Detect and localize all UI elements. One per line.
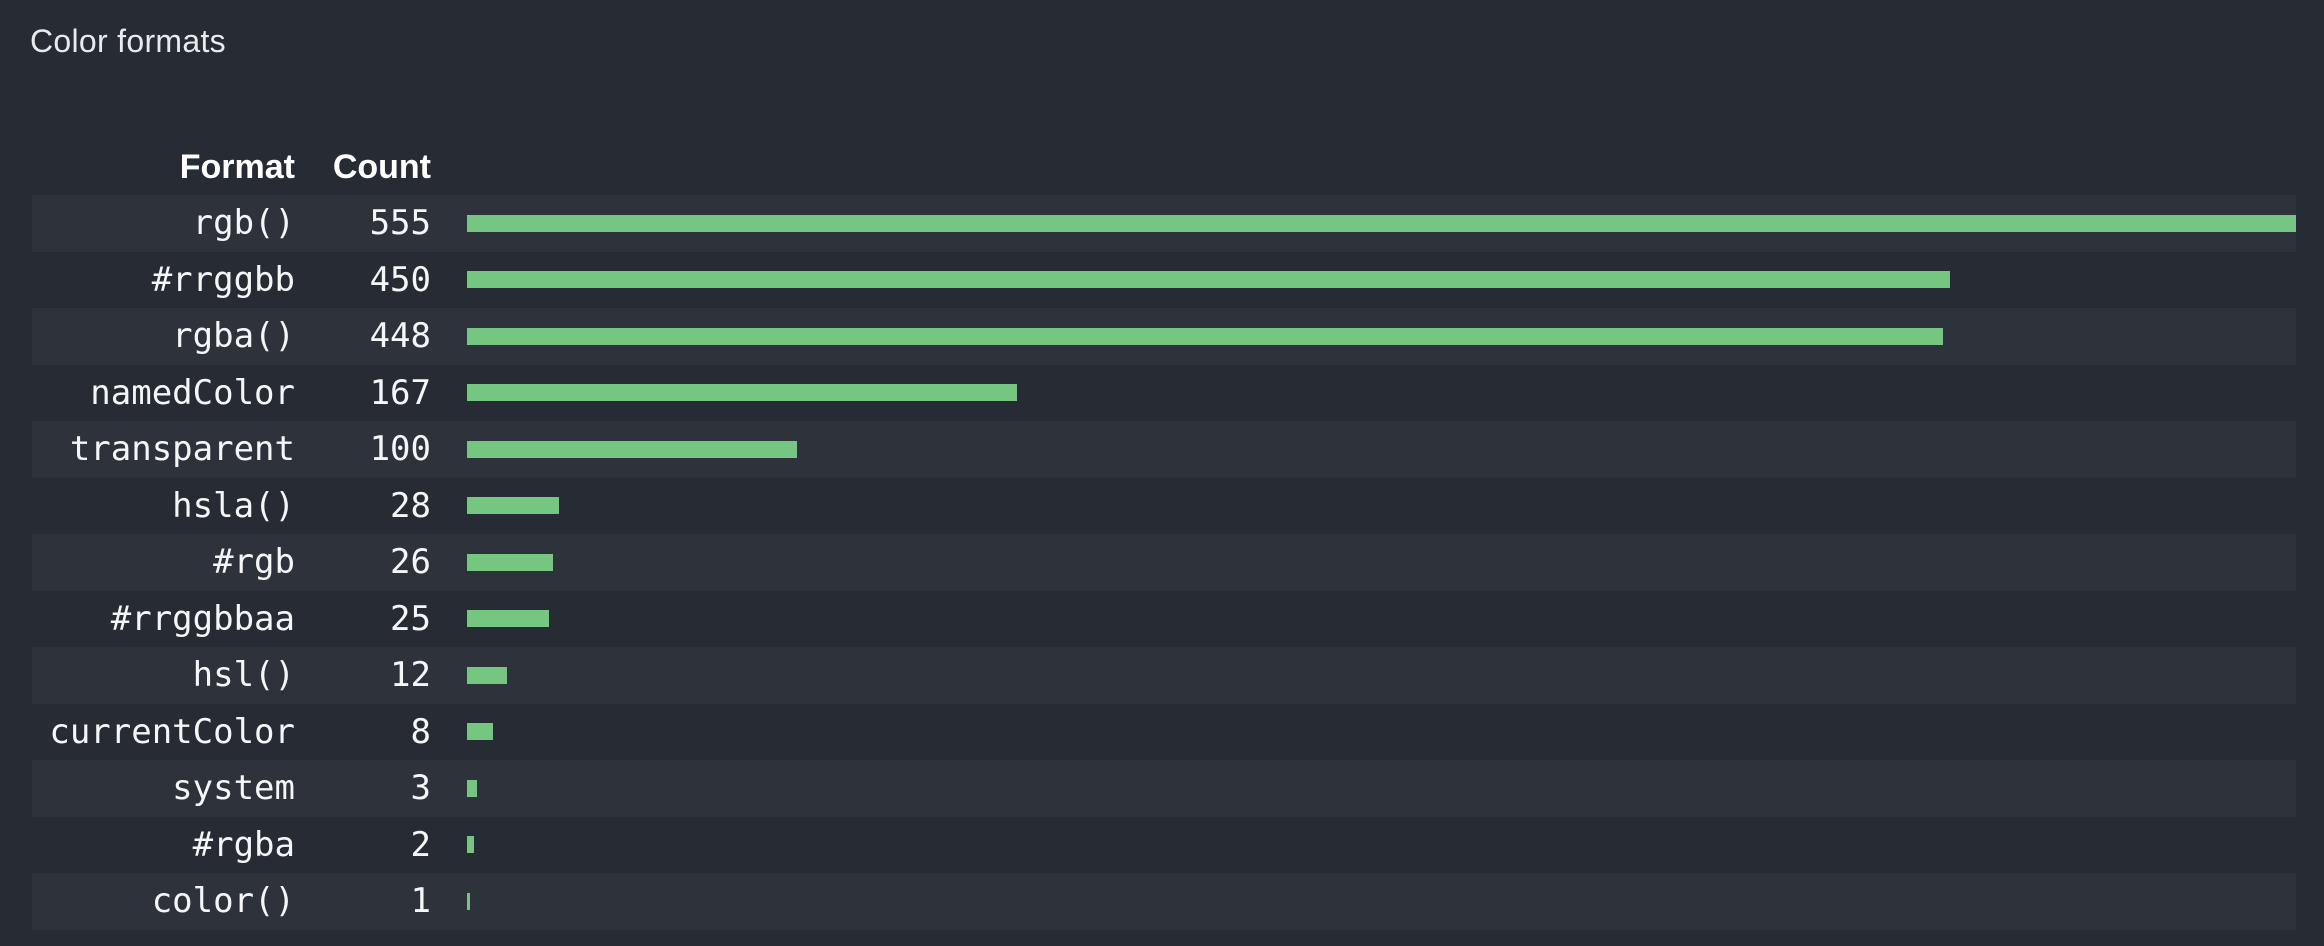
count-cell: 26 xyxy=(390,542,431,583)
format-cell: color() xyxy=(151,881,295,922)
count-cell: 3 xyxy=(410,768,431,809)
table-row: #rgb 26 xyxy=(32,534,2296,591)
table-row: transparent 100 xyxy=(32,421,2296,478)
count-bar xyxy=(467,271,1950,289)
table-row: rgb() 555 xyxy=(32,195,2296,252)
bar-track xyxy=(467,497,2296,515)
color-formats-table: Format Count rgb() 555 #rrggbb 450 rgba(… xyxy=(32,139,2296,930)
count-cell: 448 xyxy=(369,316,431,357)
table-row: #rgba 2 xyxy=(32,817,2296,874)
bar-track xyxy=(467,666,2296,684)
table-row: color() 1 xyxy=(32,873,2296,930)
count-cell: 25 xyxy=(390,598,431,639)
count-bar xyxy=(467,836,474,854)
bar-track xyxy=(467,779,2296,797)
bar-track xyxy=(467,271,2296,289)
format-cell: currentColor xyxy=(49,711,295,752)
count-bar xyxy=(467,666,507,684)
table-row: #rrggbb 450 xyxy=(32,252,2296,309)
format-column-header: Format xyxy=(179,147,295,186)
bar-column-header-spacer xyxy=(467,159,2296,176)
table-row: system 3 xyxy=(32,760,2296,817)
count-cell: 167 xyxy=(369,372,431,413)
count-bar xyxy=(467,497,560,515)
count-bar xyxy=(467,440,797,458)
count-cell: 555 xyxy=(369,203,431,244)
panel-title: Color formats xyxy=(30,23,226,59)
format-cell: system xyxy=(172,768,295,809)
format-cell: rgb() xyxy=(192,203,295,244)
count-cell: 12 xyxy=(390,655,431,696)
count-cell: 28 xyxy=(390,485,431,526)
bar-track xyxy=(467,892,2296,910)
table-row: rgba() 448 xyxy=(32,308,2296,365)
bar-track xyxy=(467,723,2296,741)
count-bar xyxy=(467,384,1018,402)
count-cell: 100 xyxy=(369,429,431,470)
format-cell: transparent xyxy=(69,429,295,470)
count-bar xyxy=(467,892,471,910)
format-cell: hsl() xyxy=(192,655,295,696)
count-bar xyxy=(467,723,494,741)
count-bar xyxy=(467,553,553,571)
bar-track xyxy=(467,440,2296,458)
count-bar xyxy=(467,327,1944,345)
format-cell: #rgba xyxy=(192,824,295,865)
table-body: rgb() 555 #rrggbb 450 rgba() 448 namedCo… xyxy=(32,195,2296,930)
count-cell: 8 xyxy=(410,711,431,752)
table-row: hsla() 28 xyxy=(32,478,2296,535)
count-bar xyxy=(467,610,550,628)
count-cell: 1 xyxy=(410,881,431,922)
table-row: currentColor 8 xyxy=(32,704,2296,761)
table-header-row: Format Count xyxy=(32,139,2296,195)
table-row: #rrggbbaa 25 xyxy=(32,591,2296,648)
bar-track xyxy=(467,553,2296,571)
count-column-header: Count xyxy=(332,147,431,186)
count-bar xyxy=(467,779,477,797)
format-cell: hsla() xyxy=(172,485,295,526)
bar-track xyxy=(467,327,2296,345)
format-cell: rgba() xyxy=(172,316,295,357)
bar-track xyxy=(467,384,2296,402)
table-row: namedColor 167 xyxy=(32,365,2296,422)
bar-track xyxy=(467,836,2296,854)
bar-track xyxy=(467,214,2296,232)
count-cell: 2 xyxy=(410,824,431,865)
table-row: hsl() 12 xyxy=(32,647,2296,704)
format-cell: #rrggbbaa xyxy=(110,598,295,639)
format-cell: #rrggbb xyxy=(151,259,295,300)
format-cell: #rgb xyxy=(213,542,295,583)
count-cell: 450 xyxy=(369,259,431,300)
format-cell: namedColor xyxy=(90,372,295,413)
bar-track xyxy=(467,610,2296,628)
count-bar xyxy=(467,214,2296,232)
